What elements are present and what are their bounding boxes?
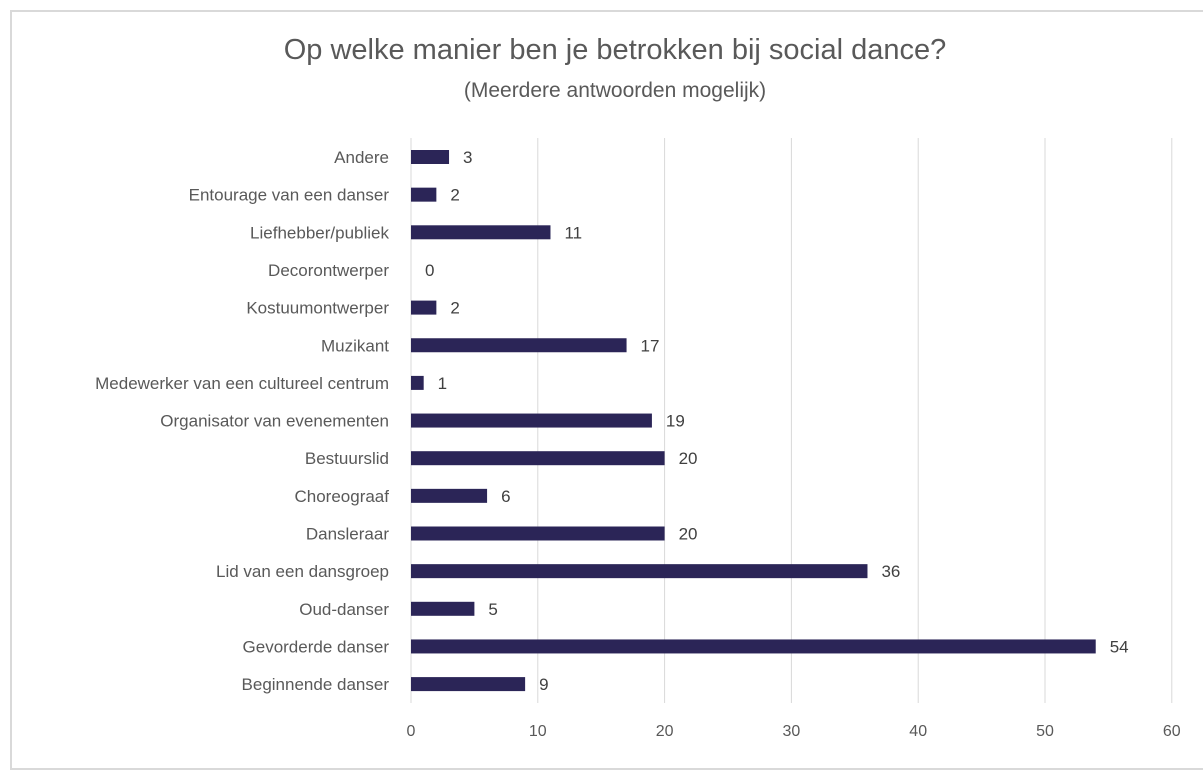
category-label: Dansleraar (306, 525, 389, 544)
bar (411, 187, 437, 202)
category-label: Choreograaf (294, 487, 389, 506)
data-label: 6 (501, 487, 510, 506)
category-label: Liefhebber/publiek (250, 223, 389, 242)
category-label: Muzikant (321, 336, 389, 355)
x-tick-label: 20 (656, 723, 674, 740)
category-label: Oud-danser (299, 600, 389, 619)
data-label: 3 (463, 148, 472, 167)
category-label: Bestuurslid (305, 449, 389, 468)
data-label: 19 (666, 412, 685, 431)
bar (411, 677, 526, 692)
data-label: 11 (564, 223, 582, 242)
data-label: 5 (488, 600, 497, 619)
data-label: 2 (450, 186, 459, 205)
bar (411, 225, 551, 240)
category-label: Gevorderde danser (243, 637, 390, 656)
bars (411, 150, 1096, 692)
x-tick-label: 30 (783, 723, 801, 740)
bar (411, 564, 868, 579)
x-tick-label: 60 (1163, 723, 1181, 740)
data-label: 17 (641, 336, 660, 355)
category-label: Medewerker van een cultureel centrum (95, 374, 389, 393)
x-tick-label: 40 (909, 723, 927, 740)
bar (411, 526, 665, 541)
data-label: 2 (450, 299, 459, 318)
data-label: 54 (1110, 637, 1129, 656)
bar (411, 300, 437, 315)
bar (411, 488, 488, 503)
bar (411, 150, 450, 164)
data-label: 20 (679, 449, 698, 468)
data-label: 1 (438, 374, 447, 393)
category-label: Beginnende danser (242, 675, 390, 694)
chart-title: Op welke manier ben je betrokken bij soc… (283, 34, 947, 66)
bar (411, 338, 627, 353)
category-label: Lid van een dansgroep (216, 562, 389, 581)
category-label: Entourage van een danser (189, 186, 390, 205)
x-tick-label: 50 (1036, 723, 1054, 740)
x-tick-label: 0 (407, 723, 416, 740)
bar (411, 413, 652, 428)
category-label: Kostuumontwerper (246, 299, 389, 318)
data-label: 9 (539, 675, 548, 694)
data-label: 20 (679, 525, 698, 544)
bar (411, 375, 424, 390)
bar (411, 639, 1096, 654)
category-label: Andere (334, 148, 389, 167)
category-label: Decorontwerper (268, 261, 389, 280)
data-label: 36 (881, 562, 900, 581)
chart-subtitle: (Meerdere antwoorden mogelijk) (463, 79, 767, 102)
bar (411, 601, 475, 616)
data-label: 0 (425, 261, 434, 280)
category-label: Organisator van evenementen (160, 412, 389, 431)
bar (411, 451, 665, 466)
x-tick-label: 10 (529, 723, 547, 740)
